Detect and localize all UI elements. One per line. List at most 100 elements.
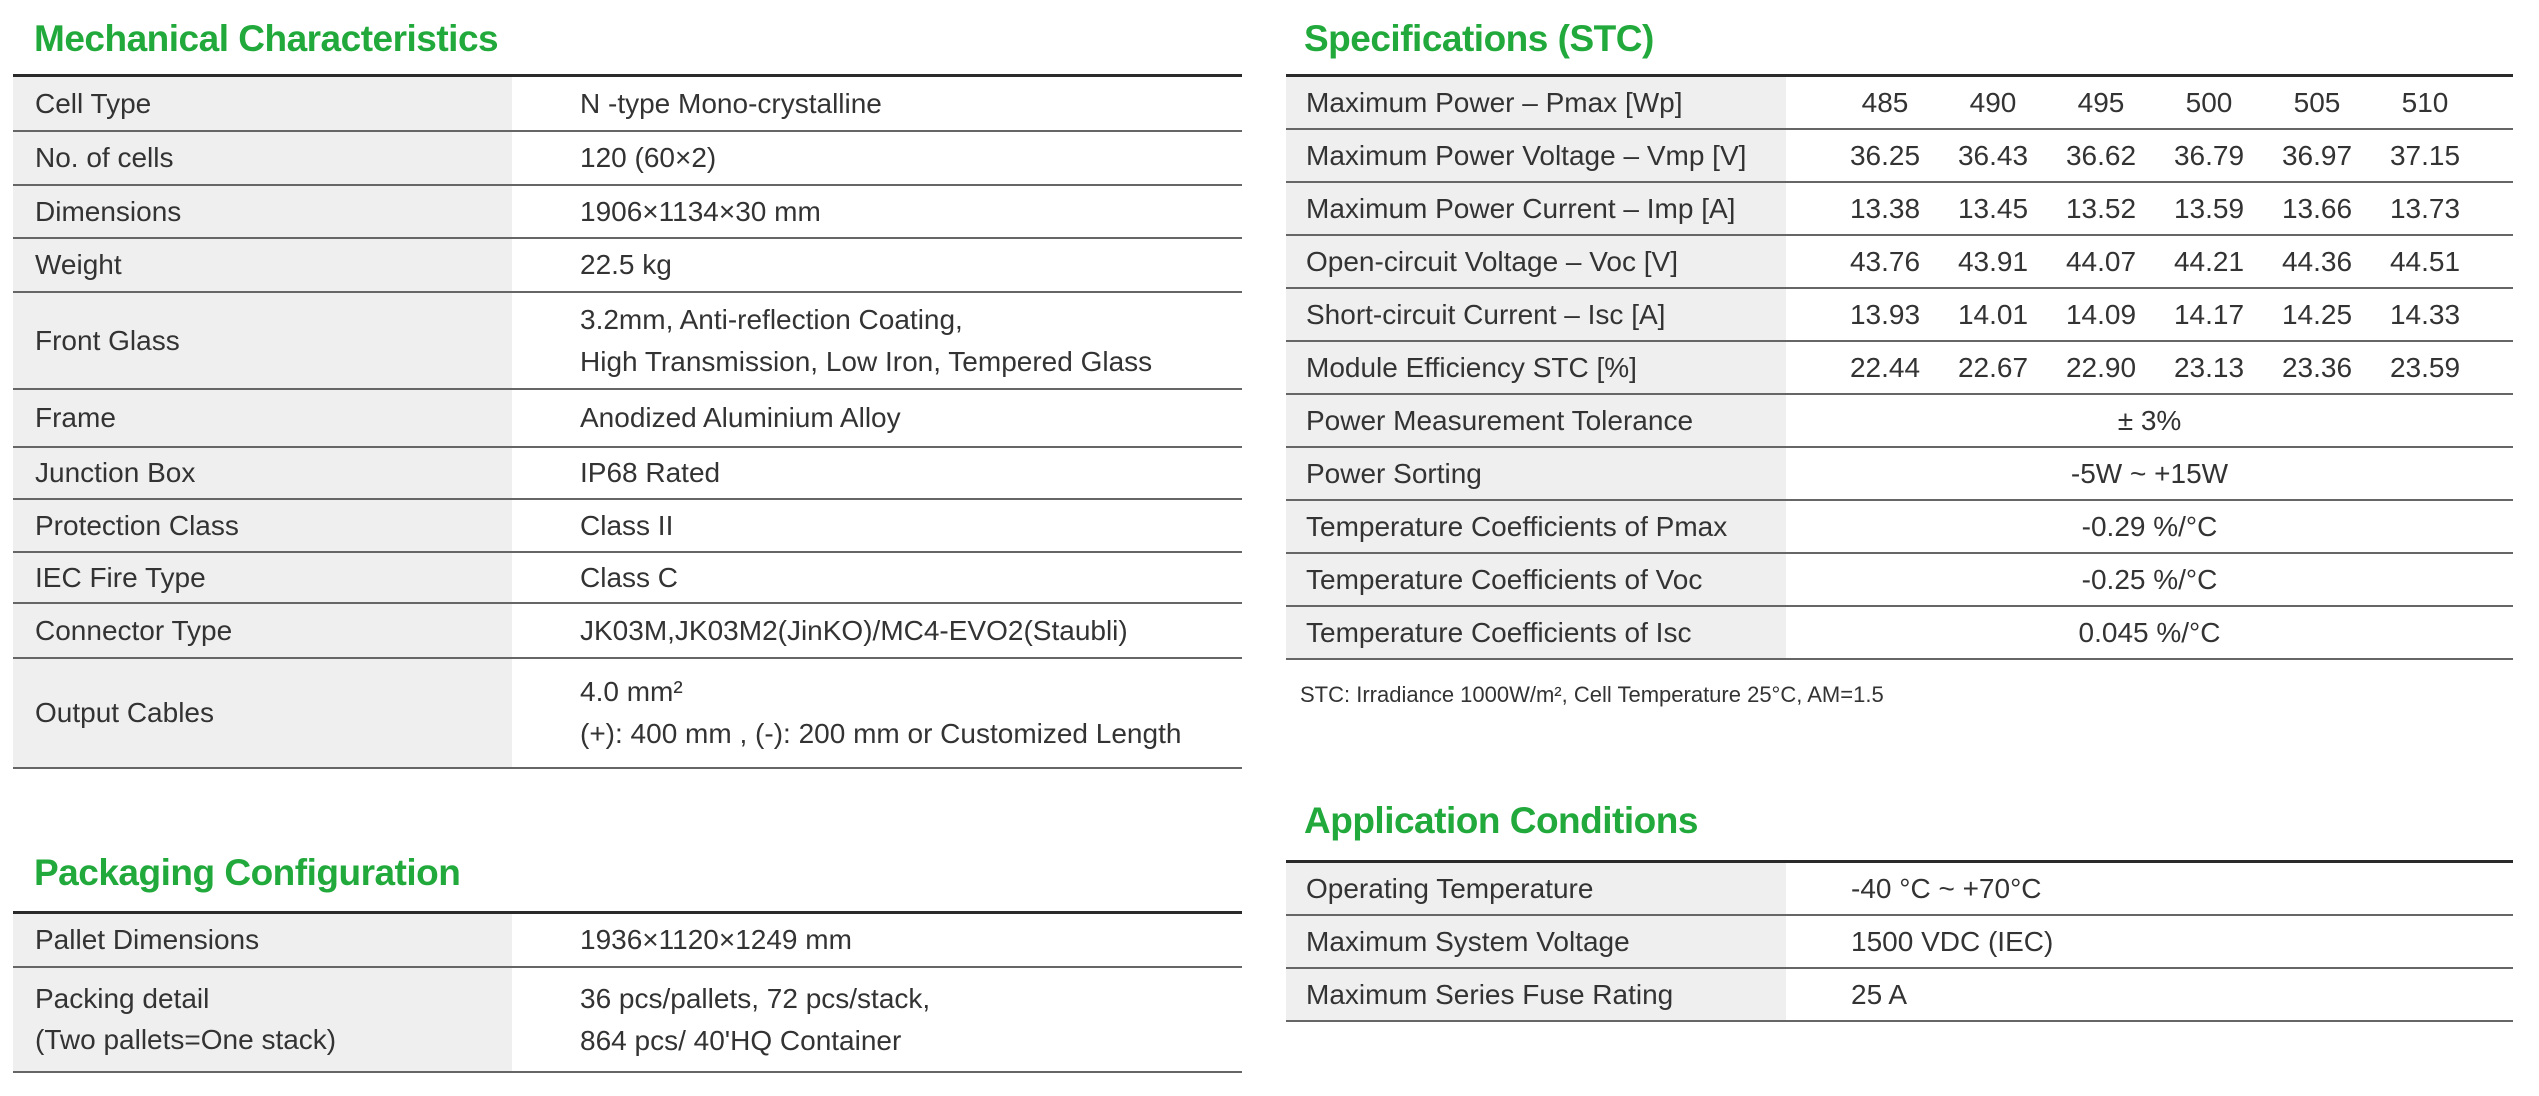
row-label: Front Glass <box>13 293 512 388</box>
value-line: (+): 400 mm , (-): 200 mm or Customized … <box>580 718 1182 749</box>
value-line: Class II <box>580 509 674 541</box>
table-row: Frame Anodized Aluminium Alloy <box>13 390 1242 448</box>
value-cell: 14.17 <box>2173 298 2245 330</box>
row-label: IEC Fire Type <box>13 553 512 602</box>
value-line: Anodized Aluminium Alloy <box>580 402 901 433</box>
row-values: -0.29 %/°C <box>1786 501 2513 552</box>
label-text: Operating Temperature <box>1306 872 1594 904</box>
value-cell: 23.59 <box>2389 351 2461 383</box>
value-cell: ± 3% <box>2117 404 2182 436</box>
mechanical-table: Cell Type N -type Mono-crystalline No. of … <box>13 74 1242 769</box>
row-value: IP68 Rated <box>512 448 720 498</box>
table-row: Power Sorting -5W ~ +15W <box>1286 448 2513 501</box>
table-row: Output Cables 4.0 mm² (+): 400 mm , (-): 2… <box>13 659 1242 769</box>
row-value: JK03M,JK03M2(JinKO)/MC4-EVO2(Staubli) <box>512 604 1128 657</box>
value-cell: 495 <box>2077 86 2125 118</box>
packaging-title: Packaging Configuration <box>34 852 461 893</box>
label-text: Junction Box <box>35 457 196 488</box>
row-label: Weight <box>13 239 512 291</box>
label-text: Maximum Series Fuse Rating <box>1306 978 1674 1010</box>
value-cell: 0.045 %/°C <box>2078 616 2221 648</box>
row-values: 43.76 43.91 44.07 44.21 44.36 44.51 <box>1786 236 2513 287</box>
table-row: Packing detail (Two pallets=One stack) 36 … <box>13 968 1242 1073</box>
table-row: Dimensions 1906×1134×30 mm <box>13 186 1242 239</box>
label-line: Packing detail <box>35 982 210 1014</box>
row-label: Connector Type <box>13 604 512 657</box>
row-label: Open-circuit Voltage – Voc [V] <box>1286 236 1786 287</box>
table-row: Module Efficiency STC [%] 22.44 22.67 22.90… <box>1286 342 2513 395</box>
table-row: Short-circuit Current – Isc [A] 13.93 14.0… <box>1286 289 2513 342</box>
application-title: Application Conditions <box>1304 800 1698 841</box>
value-cell: 13.73 <box>2389 192 2461 224</box>
row-value: 1500 VDC (IEC) <box>1786 916 2053 967</box>
row-value: 1906×1134×30 mm <box>512 186 821 237</box>
table-row: Protection Class Class II <box>13 500 1242 553</box>
row-value: 22.5 kg <box>512 239 672 291</box>
label-line: Pallet Dimensions <box>35 923 260 955</box>
row-value: 4.0 mm² (+): 400 mm , (-): 200 mm or Cust… <box>512 659 1181 767</box>
value-line: 1906×1134×30 mm <box>580 195 821 227</box>
value-cell: 14.25 <box>2281 298 2353 330</box>
value-cell: 500 <box>2185 86 2233 118</box>
table-row: No. of cells 120 (60×2) <box>13 132 1242 186</box>
value-cell: 44.36 <box>2281 245 2353 277</box>
label-text: Maximum Power – Pmax [Wp] <box>1306 86 1683 118</box>
value-line: 864 pcs/ 40'HQ Container <box>580 1024 902 1056</box>
value-cell: 13.38 <box>1849 192 1921 224</box>
label-text: IEC Fire Type <box>35 561 206 593</box>
row-value: Anodized Aluminium Alloy <box>512 390 901 446</box>
specifications-table: Maximum Power – Pmax [Wp] 485 490 495 500 505… <box>1286 74 2513 660</box>
row-label: Junction Box <box>13 448 512 498</box>
mechanical-title: Mechanical Characteristics <box>34 18 499 59</box>
label-text: Front Glass <box>35 324 180 356</box>
row-label: Temperature Coefficients of Isc <box>1286 607 1786 658</box>
value-line: 1936×1120×1249 mm <box>580 924 852 955</box>
value-cell: 37.15 <box>2389 139 2461 171</box>
label-text: Temperature Coefficients of Isc <box>1306 616 1692 648</box>
label-text: Cell Type <box>35 87 152 119</box>
row-label: Maximum System Voltage <box>1286 916 1786 967</box>
value-cell: 44.51 <box>2389 245 2461 277</box>
value-line: 22.5 kg <box>580 249 672 280</box>
row-label: Maximum Power Voltage – Vmp [V] <box>1286 130 1786 181</box>
value-line: JK03M,JK03M2(JinKO)/MC4-EVO2(Staubli) <box>580 614 1128 646</box>
row-label: Maximum Power Current – Imp [A] <box>1286 183 1786 234</box>
row-value: Class II <box>512 500 673 551</box>
row-label: Pallet Dimensions <box>13 914 512 966</box>
table-row: Maximum Power – Pmax [Wp] 485 490 495 500 505… <box>1286 77 2513 130</box>
value-text: 1500 VDC (IEC) <box>1851 925 2054 957</box>
row-values: 13.38 13.45 13.52 13.59 13.66 13.73 <box>1786 183 2513 234</box>
row-label: Temperature Coefficients of Voc <box>1286 554 1786 605</box>
table-row: Temperature Coefficients of Isc 0.045 %/°… <box>1286 607 2513 660</box>
label-line: (Two pallets=One stack) <box>35 1023 337 1055</box>
row-value: 1936×1120×1249 mm <box>512 914 852 966</box>
value-line: 36 pcs/pallets, 72 pcs/stack, <box>580 982 931 1014</box>
value-cell: 44.21 <box>2173 245 2245 277</box>
row-values: 22.44 22.67 22.90 23.13 23.36 23.59 <box>1786 342 2513 393</box>
table-row: Front Glass 3.2mm, Anti-reflection Coatin… <box>13 293 1242 390</box>
value-cell: -0.29 %/°C <box>2081 510 2218 542</box>
row-value: -40 °C ~ +70°C <box>1786 863 2042 914</box>
value-text: 25 A <box>1851 978 1908 1010</box>
label-text: Maximum System Voltage <box>1306 925 1630 957</box>
value-text: -40 °C ~ +70°C <box>1851 872 2042 904</box>
row-value: 36 pcs/pallets, 72 pcs/stack, 864 pcs/ 40… <box>512 968 930 1071</box>
value-line: High Transmission, Low Iron, Tempered Gl… <box>580 345 1153 377</box>
value-cell: -0.25 %/°C <box>2081 563 2218 595</box>
value-cell: 44.07 <box>2065 245 2137 277</box>
value-cell: 43.91 <box>1957 245 2029 277</box>
value-line: IP68 Rated <box>580 457 721 488</box>
table-row: Power Measurement Tolerance ± 3% <box>1286 395 2513 448</box>
value-line: 4.0 mm² <box>580 676 683 707</box>
row-label: Frame <box>13 390 512 446</box>
row-value: Class C <box>512 553 678 602</box>
value-cell: 22.67 <box>1957 351 2029 383</box>
label-text: Output Cables <box>35 697 214 728</box>
label-text: Protection Class <box>35 509 239 541</box>
row-values: ± 3% <box>1786 395 2513 446</box>
value-cell: 13.52 <box>2065 192 2137 224</box>
label-text: Temperature Coefficients of Pmax <box>1306 510 1728 542</box>
value-line: N -type Mono-crystalline <box>580 87 882 119</box>
row-label: Packing detail (Two pallets=One stack) <box>13 968 512 1071</box>
table-row: Cell Type N -type Mono-crystalline <box>13 77 1242 132</box>
